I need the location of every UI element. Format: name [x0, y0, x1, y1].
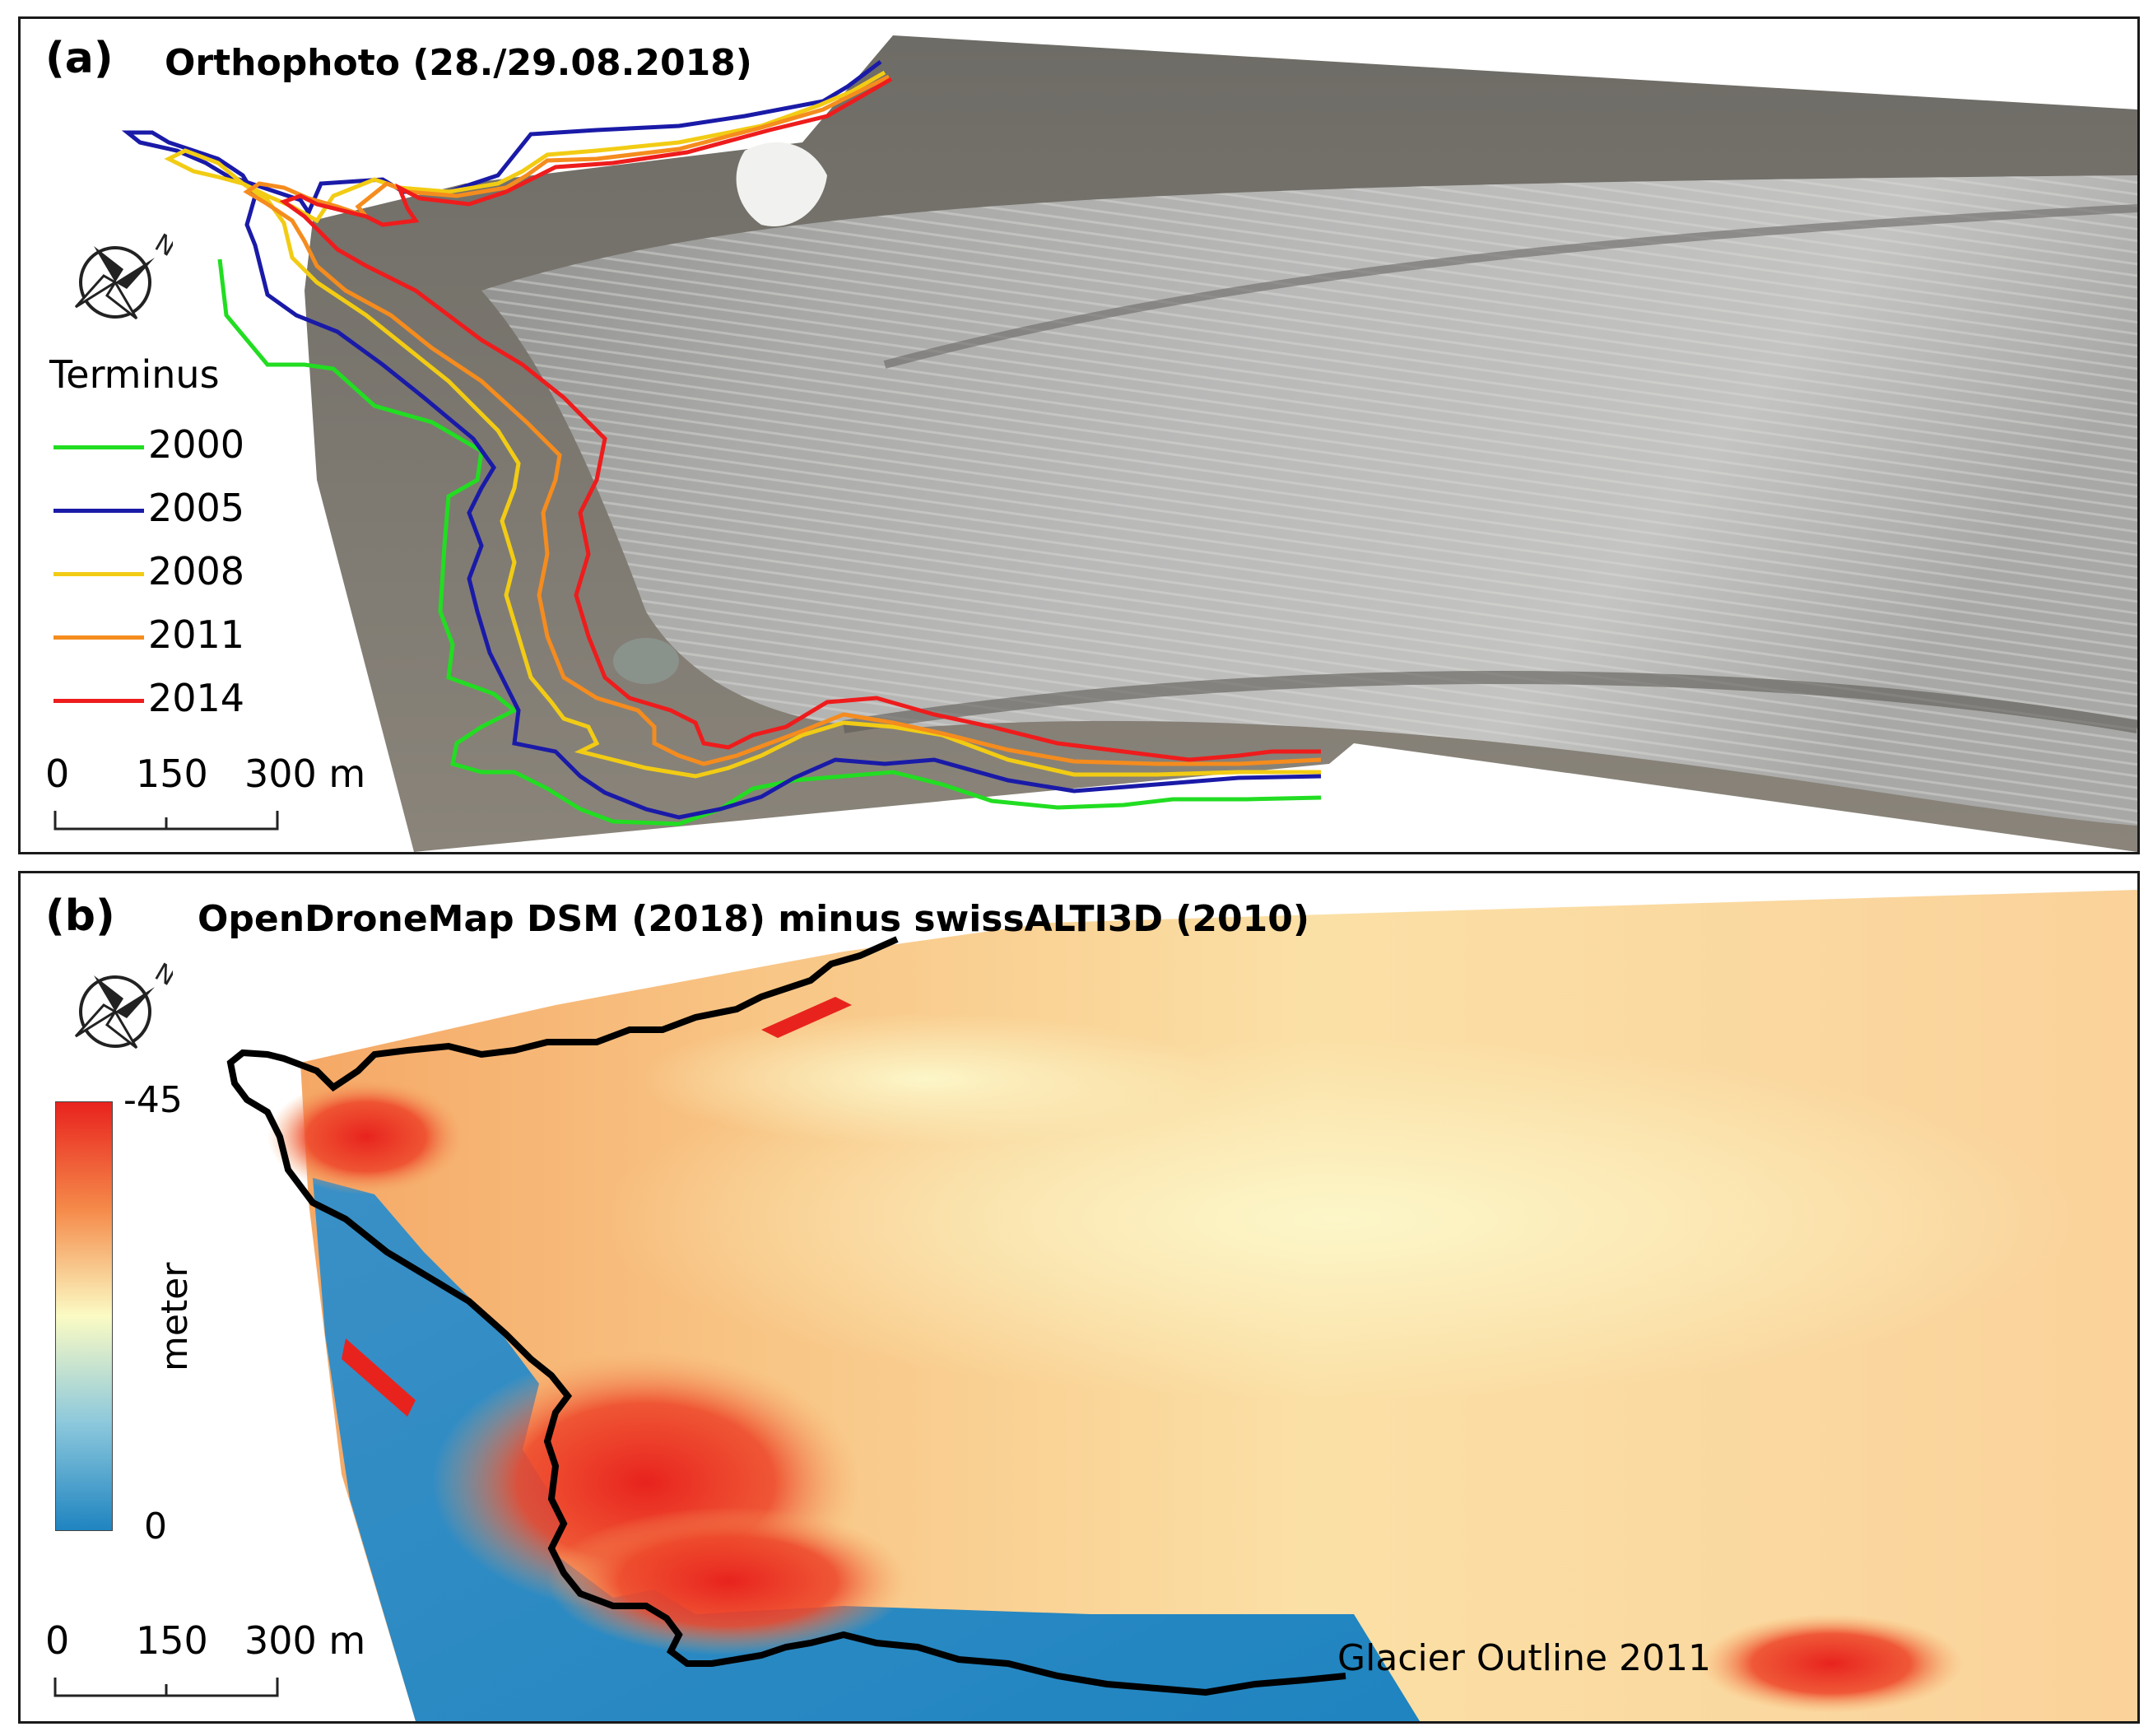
terminus-line-2014 [279, 77, 1321, 762]
glacier-outline-label: Glacier Outline 2011 [1337, 1637, 1711, 1679]
legend-label: 2014 [148, 676, 245, 720]
scale-label-0: 0 [45, 1618, 70, 1663]
north-arrow-icon: N [74, 229, 173, 320]
panel-b-dsm-difference: (b) OpenDroneMap DSM (2018) minus swissA… [18, 871, 2140, 1724]
legend-swatch-2011 [53, 635, 144, 640]
panel-b-letter: (b) [45, 891, 115, 941]
scale-bar [53, 1678, 279, 1697]
terminus-line-2008 [164, 70, 1321, 779]
glacier-outline-2011 [226, 936, 1346, 1696]
legend-label: 2000 [148, 422, 245, 467]
legend-label: 2008 [148, 549, 245, 593]
svg-text:N: N [150, 958, 173, 993]
svg-text:N: N [150, 229, 173, 263]
legend-swatch-2000 [53, 445, 144, 449]
panel-a-title: Orthophoto (28./29.08.2018) [165, 42, 752, 84]
panel-a-letter: (a) [45, 34, 114, 83]
legend-title: Terminus [49, 352, 220, 397]
scale-label-300: 300 m [244, 1618, 366, 1663]
orthophoto-map [121, 35, 2137, 852]
scale-label-150: 150 [136, 1618, 208, 1663]
legend-label: 2011 [148, 612, 245, 657]
colorbar-min-label: 0 [144, 1506, 167, 1548]
colorbar [55, 1101, 113, 1531]
dsm-difference-map [226, 890, 2137, 1721]
scale-label-300: 300 m [244, 752, 366, 796]
panel-b-title: OpenDroneMap DSM (2018) minus swissALTI3… [198, 898, 1310, 940]
north-arrow-icon: N [74, 958, 173, 1050]
panel-a-orthophoto: (a) Orthophoto (28./29.08.2018) N Termin… [18, 16, 2140, 854]
scale-label-0: 0 [45, 752, 70, 796]
scale-bar [53, 811, 279, 831]
scale-label-150: 150 [136, 752, 208, 796]
terminus-line-2011 [243, 74, 1322, 766]
legend-swatch-2005 [53, 509, 144, 513]
legend-swatch-2014 [53, 699, 144, 703]
colorbar-max-label: -45 [123, 1079, 183, 1121]
colorbar-unit-label: meter [154, 1262, 196, 1371]
legend-label: 2005 [148, 486, 245, 530]
legend-swatch-2008 [53, 572, 144, 576]
terminus-line-2000 [217, 258, 1322, 826]
